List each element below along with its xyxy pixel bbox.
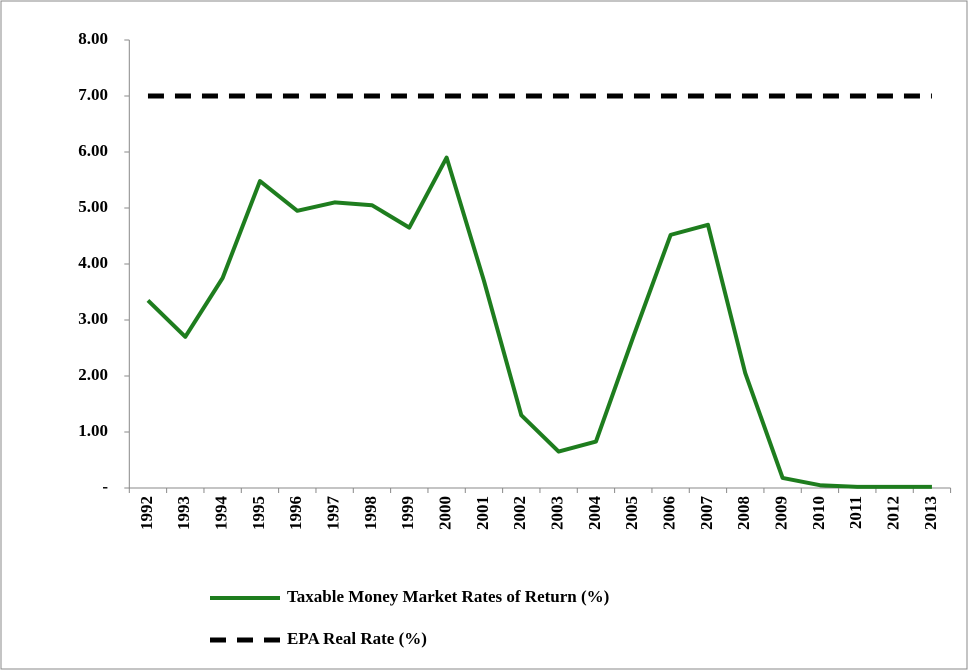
y-tick-label: 3.00 — [78, 309, 108, 328]
x-tick-label: 2007 — [697, 496, 716, 531]
x-tick-label: 2010 — [809, 496, 828, 530]
x-tick-label: 1996 — [286, 496, 305, 530]
x-tick-label: 2005 — [622, 496, 641, 530]
x-tick-label: 2012 — [884, 496, 903, 530]
x-tick-label: 2001 — [473, 496, 492, 530]
x-tick-label: 2000 — [436, 496, 455, 530]
y-tick-label: 1.00 — [78, 421, 108, 440]
x-tick-label: 1992 — [137, 496, 156, 530]
x-tick-label: 2009 — [772, 496, 791, 530]
y-tick-label: 7.00 — [78, 85, 108, 104]
x-tick-label: 1995 — [249, 496, 268, 530]
x-tick-label: 2008 — [734, 496, 753, 530]
x-tick-label: 1993 — [174, 496, 193, 530]
x-tick-label: 2011 — [846, 496, 865, 529]
x-tick-label: 1999 — [398, 496, 417, 530]
x-tick-label: 1998 — [361, 496, 380, 530]
x-tick-label: 2002 — [510, 496, 529, 530]
y-tick-label: 2.00 — [78, 365, 108, 384]
y-tick-label: 4.00 — [78, 253, 108, 272]
x-tick-label: 1997 — [324, 496, 343, 531]
legend-label: Taxable Money Market Rates of Return (%) — [287, 587, 609, 606]
y-tick-label: 6.00 — [78, 141, 108, 160]
y-tick-label: 5.00 — [78, 197, 108, 216]
y-tick-label: - — [102, 477, 108, 496]
series-line — [146, 155, 932, 489]
y-tick-label: 8.00 — [78, 29, 108, 48]
x-tick-label: 2006 — [660, 496, 679, 530]
legend-label: EPA Real Rate (%) — [287, 629, 427, 648]
x-tick-label: 2004 — [585, 496, 604, 531]
x-tick-label: 2013 — [921, 496, 940, 530]
x-tick-label: 2003 — [548, 496, 567, 530]
x-tick-label: 1994 — [212, 496, 231, 531]
